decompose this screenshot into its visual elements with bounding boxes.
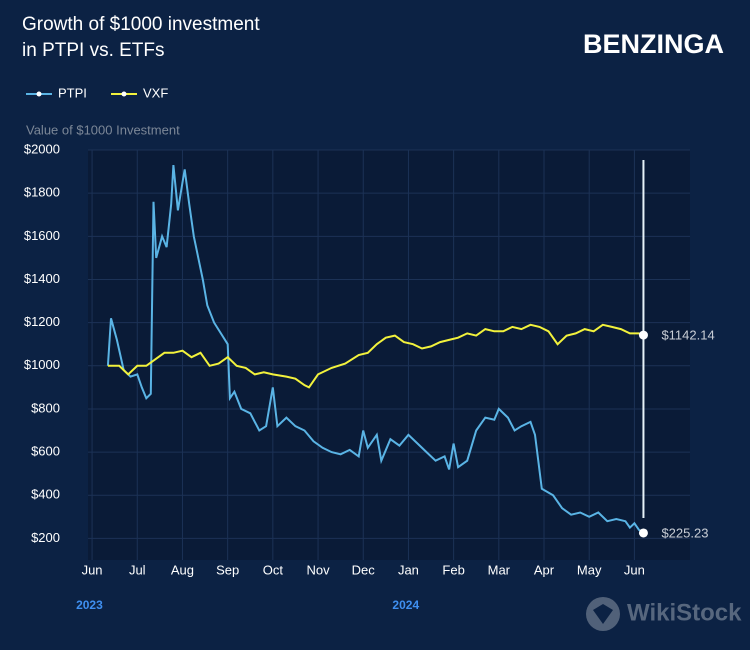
x-tick-label: Apr <box>534 562 555 577</box>
end-point <box>638 330 648 340</box>
x-tick-label: Oct <box>263 562 284 577</box>
x-tick-label: Jan <box>398 562 419 577</box>
legend-label: PTPI <box>58 85 87 100</box>
year-label: 2023 <box>76 598 103 612</box>
watermark: WikiStock <box>627 599 742 626</box>
chart-title: in PTPI vs. ETFs <box>22 40 165 61</box>
y-axis-label: Value of $1000 Investment <box>26 122 180 137</box>
y-tick-label: $1000 <box>24 357 60 372</box>
x-tick-label: Aug <box>171 562 194 577</box>
legend-marker <box>121 91 127 97</box>
y-tick-label: $800 <box>31 400 60 415</box>
x-tick-label: Jun <box>624 562 645 577</box>
plot-area <box>88 150 690 560</box>
y-tick-label: $1600 <box>24 228 60 243</box>
x-tick-label: Jun <box>82 562 103 577</box>
end-point <box>638 528 648 538</box>
year-label: 2024 <box>392 598 419 612</box>
x-tick-label: Mar <box>488 562 511 577</box>
y-tick-label: $400 <box>31 487 60 502</box>
brand: BENZINGA <box>583 29 724 59</box>
x-tick-label: Dec <box>352 562 376 577</box>
chart-title: Growth of $1000 investment <box>22 14 260 35</box>
y-tick-label: $1800 <box>24 185 60 200</box>
end-label: $1142.14 <box>661 328 714 343</box>
y-tick-label: $1200 <box>24 314 60 329</box>
x-tick-label: Jul <box>129 562 146 577</box>
end-label: $225.23 <box>661 525 708 540</box>
x-tick-label: Sep <box>216 562 239 577</box>
series-line <box>107 323 644 389</box>
x-tick-label: Nov <box>306 562 330 577</box>
y-tick-label: $200 <box>31 530 60 545</box>
watermark-logo <box>586 597 620 631</box>
legend-label: VXF <box>143 85 168 100</box>
x-tick-label: Feb <box>442 562 464 577</box>
y-tick-label: $600 <box>31 444 60 459</box>
legend-marker <box>36 91 42 97</box>
y-tick-label: $2000 <box>24 141 60 156</box>
x-tick-label: May <box>577 562 602 577</box>
y-tick-label: $1400 <box>24 271 60 286</box>
series-line <box>106 165 644 534</box>
